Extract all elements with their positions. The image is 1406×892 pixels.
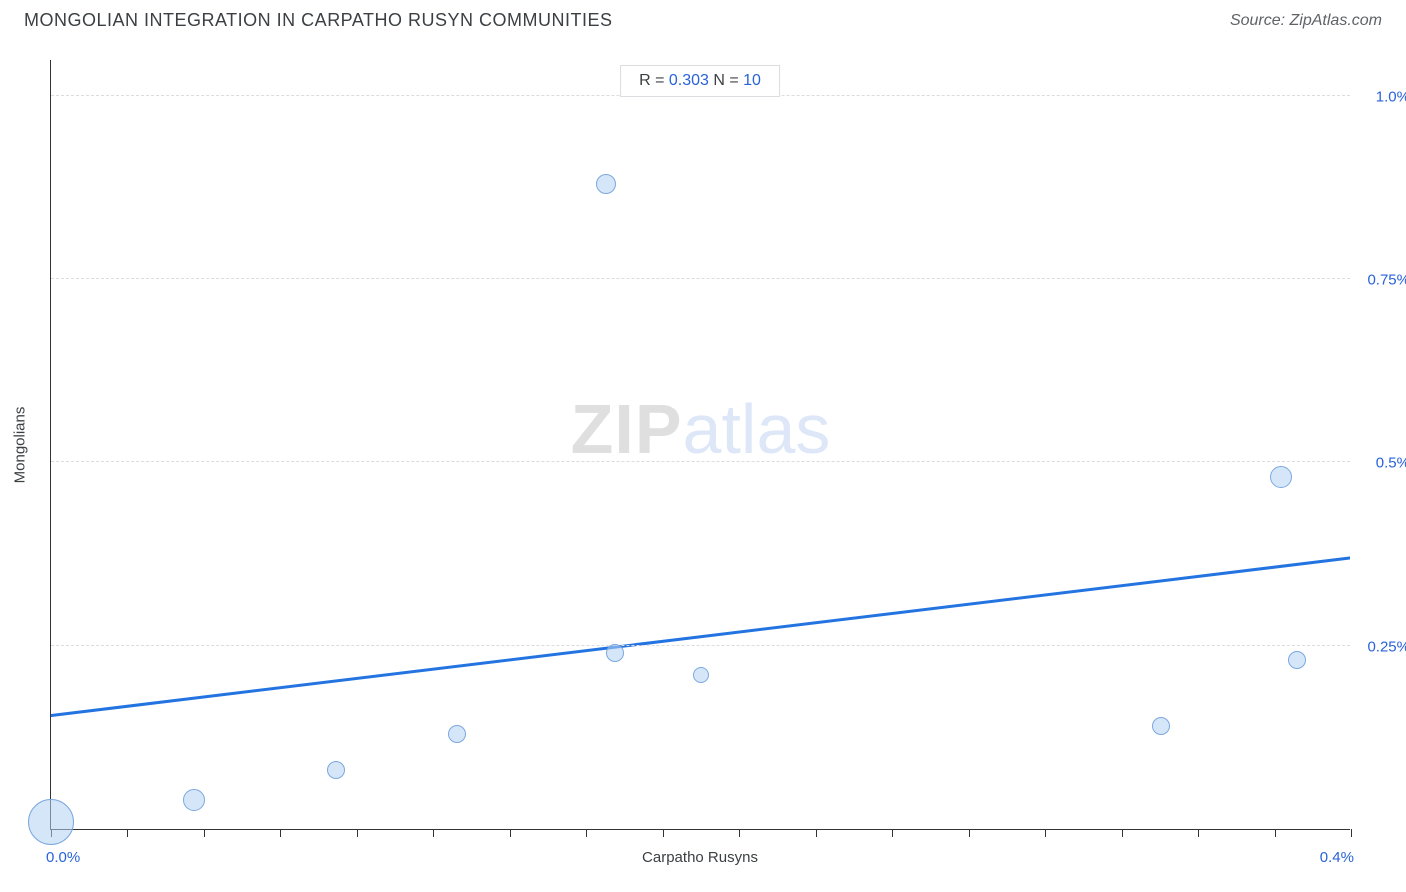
chart-title: MONGOLIAN INTEGRATION IN CARPATHO RUSYN …: [24, 10, 613, 31]
x-tick: [663, 829, 664, 837]
x-tick: [510, 829, 511, 837]
trendline: [51, 60, 1350, 829]
x-tick: [1045, 829, 1046, 837]
watermark-atlas: atlas: [683, 390, 831, 468]
y-tick-label: 0.75%: [1367, 272, 1406, 289]
n-value: 10: [743, 72, 761, 89]
y-axis-label: Mongolians: [12, 407, 29, 484]
y-tick-label: 0.25%: [1367, 638, 1406, 655]
x-tick: [204, 829, 205, 837]
chart-header: MONGOLIAN INTEGRATION IN CARPATHO RUSYN …: [0, 0, 1406, 31]
x-tick: [1122, 829, 1123, 837]
x-tick: [969, 829, 970, 837]
data-point: [28, 799, 74, 845]
data-point: [1270, 466, 1292, 488]
x-tick: [1351, 829, 1352, 837]
x-axis-label: Carpatho Rusyns: [642, 849, 758, 866]
data-point: [448, 725, 466, 743]
watermark-zip: ZIP: [571, 390, 683, 468]
data-point: [596, 174, 616, 194]
x-tick: [280, 829, 281, 837]
gridline: [51, 461, 1350, 462]
r-value: 0.303: [669, 72, 709, 89]
gridline: [51, 278, 1350, 279]
stats-box: R = 0.303 N = 10: [620, 65, 780, 97]
x-tick: [127, 829, 128, 837]
x-tick: [1275, 829, 1276, 837]
data-point: [1152, 717, 1170, 735]
x-tick: [816, 829, 817, 837]
x-max-label: 0.4%: [1320, 849, 1354, 866]
x-tick: [433, 829, 434, 837]
gridline: [51, 645, 1350, 646]
x-min-label: 0.0%: [46, 849, 80, 866]
y-tick-label: 0.5%: [1376, 455, 1406, 472]
r-label: R =: [639, 72, 669, 89]
source-citation: Source: ZipAtlas.com: [1230, 12, 1382, 30]
watermark: ZIPatlas: [571, 389, 831, 469]
x-tick: [739, 829, 740, 837]
x-tick: [357, 829, 358, 837]
data-point: [327, 761, 345, 779]
x-tick: [892, 829, 893, 837]
data-point: [183, 789, 205, 811]
chart-area: ZIPatlas R = 0.303 N = 10 Mongolians Car…: [50, 60, 1350, 830]
y-tick-label: 1.0%: [1376, 88, 1406, 105]
x-tick: [1198, 829, 1199, 837]
data-point: [693, 667, 709, 683]
data-point: [1288, 651, 1306, 669]
x-tick: [586, 829, 587, 837]
n-label: N =: [709, 72, 743, 89]
data-point: [606, 644, 624, 662]
scatter-plot: ZIPatlas: [50, 60, 1350, 830]
